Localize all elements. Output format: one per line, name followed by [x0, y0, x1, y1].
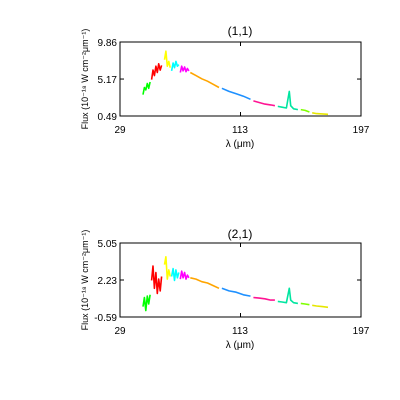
x-tick-label: 197: [353, 326, 370, 337]
series-line-4: [170, 267, 180, 282]
series-line-11: [312, 304, 329, 309]
chart-title: (1,1): [228, 24, 253, 38]
tick-layer: [119, 41, 362, 117]
x-tick-label: 29: [114, 326, 126, 337]
series-line-3: [163, 255, 171, 280]
series-layer: [142, 255, 329, 312]
series-line-2: [150, 62, 163, 80]
series-line-6: [190, 277, 220, 290]
x-axis-label: λ (μm): [226, 139, 255, 150]
plot-area: [119, 41, 362, 117]
series-line-7: [221, 87, 251, 101]
series-line-3: [163, 50, 171, 68]
series-line-8: [253, 100, 276, 107]
series-line-10: [300, 108, 310, 113]
series-line-11: [312, 112, 329, 116]
x-tick-label: 29: [114, 125, 126, 136]
series-line-10: [300, 302, 310, 306]
x-tick-label: 113: [232, 125, 248, 136]
series-line-6: [189, 71, 220, 89]
y-axis-label: Flux (10⁻¹⁸ W cm⁻²μm⁻¹): [80, 230, 90, 331]
y-tick-label: 2.23: [98, 276, 118, 287]
series-line-5: [179, 65, 190, 73]
y-tick-label: -0.59: [94, 313, 117, 324]
x-tick-label: 113: [232, 326, 248, 337]
series-line-7: [221, 287, 251, 297]
series-line-9: [277, 90, 299, 111]
x-axis-label: λ (μm): [226, 340, 255, 351]
chart-panel-2: (2,1) 5.05 2.23 -0.59 29 113 197 λ (μm) …: [80, 227, 370, 351]
y-tick-label: 9.86: [98, 38, 118, 49]
series-line-4: [170, 60, 180, 72]
y-tick-label: 5.17: [98, 75, 118, 86]
y-tick-label: 0.49: [98, 112, 118, 123]
x-tick-label: 197: [353, 125, 370, 136]
chart-panel-1: (1,1) 9.86 5.17 0.49 29 113 197 λ (μm) F…: [80, 24, 370, 150]
y-axis-label: Flux (10⁻¹⁸ W cm⁻²μm⁻¹): [80, 29, 90, 130]
series-line-1: [142, 81, 151, 95]
series-line-1: [142, 294, 151, 312]
chart-title: (2,1): [228, 227, 253, 241]
series-line-8: [253, 296, 275, 301]
tick-layer: [119, 242, 362, 318]
series-line-9: [277, 287, 299, 305]
series-layer: [142, 50, 329, 116]
y-tick-label: 5.05: [98, 239, 118, 250]
series-line-5: [179, 270, 190, 280]
series-line-2: [150, 265, 163, 295]
